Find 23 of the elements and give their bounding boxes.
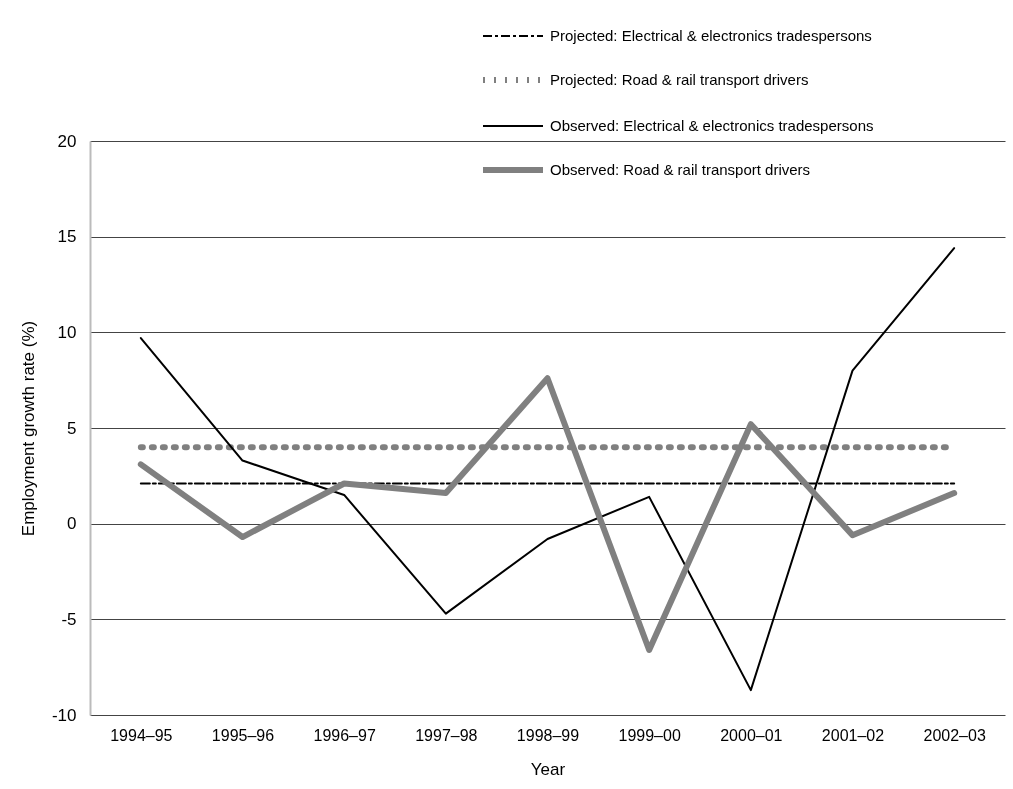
- x-tick-label: 2001–02: [821, 726, 885, 744]
- y-tick-label: -5: [61, 609, 77, 629]
- y-axis-title: Employment growth rate (%): [18, 320, 38, 537]
- x-tick-label: 1998–99: [516, 726, 580, 744]
- legend-label: Observed: Electrical & electronics tradespersons: [550, 117, 874, 134]
- line-series: [139, 247, 956, 692]
- x-tick-label: 1994–95: [110, 726, 173, 744]
- y-tick-label: 20: [57, 131, 77, 151]
- x-tick-label: 1997–98: [415, 726, 478, 744]
- x-tick-label: 1995–96: [211, 726, 275, 744]
- x-tick-label: 1996–97: [313, 726, 376, 744]
- y-tick-label: 0: [67, 514, 77, 534]
- y-tick-label: -10: [51, 705, 77, 725]
- legend-label: Projected: Road & rail transport drivers: [550, 71, 809, 88]
- x-tick-label: 2000–01: [720, 726, 783, 744]
- y-tick-label: 10: [57, 322, 77, 342]
- y-tick-label: 5: [67, 418, 77, 438]
- legend-label: Projected: Electrical & electronics tradespersons: [550, 27, 872, 44]
- legend-label: Observed: Road & rail transport drivers: [550, 161, 811, 178]
- x-tick-label: 2002–03: [923, 726, 986, 744]
- x-tick-label: 1999–00: [618, 726, 681, 744]
- x-axis-title: Year: [530, 759, 566, 779]
- y-tick-label: 15: [57, 227, 77, 247]
